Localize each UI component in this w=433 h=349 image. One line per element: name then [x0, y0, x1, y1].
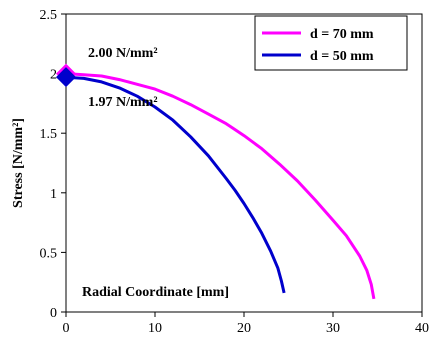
axis-ticks: 0 10 20 30 40 0 0.5 1 1.5 2 2.5: [40, 8, 430, 336]
x-tick-label: 20: [237, 321, 251, 336]
y-axis-label: Stress [N/mm²]: [11, 118, 26, 208]
x-tick-label: 40: [415, 321, 429, 336]
series-line-d70: [65, 72, 376, 300]
y-tick-label: 0: [50, 306, 57, 321]
annotation-stress-70: 2.00 N/mm²: [88, 46, 158, 61]
y-tick-label: 2.5: [40, 8, 58, 23]
x-tick-label: 30: [326, 321, 340, 336]
y-tick-label: 2: [50, 68, 57, 83]
x-tick-label: 10: [148, 321, 162, 336]
series-line-d50: [65, 75, 286, 294]
y-tick-label: 1: [50, 187, 57, 202]
marker-layer: [56, 63, 76, 88]
legend-label-d70: d = 70 mm: [310, 27, 374, 42]
y-tick-label: 0.5: [40, 246, 58, 261]
y-tick-label: 1.5: [40, 127, 58, 142]
x-tick-label: 0: [63, 321, 70, 336]
start-marker-d50: [56, 67, 76, 88]
annotation-stress-50: 1.97 N/mm²: [88, 95, 158, 110]
legend-box: [254, 15, 408, 71]
legend: d = 70 mm d = 50 mm: [254, 15, 408, 71]
series-layer: [65, 72, 376, 300]
legend-label-d50: d = 50 mm: [310, 49, 374, 64]
x-axis-label: Radial Coordinate [mm]: [82, 285, 229, 300]
